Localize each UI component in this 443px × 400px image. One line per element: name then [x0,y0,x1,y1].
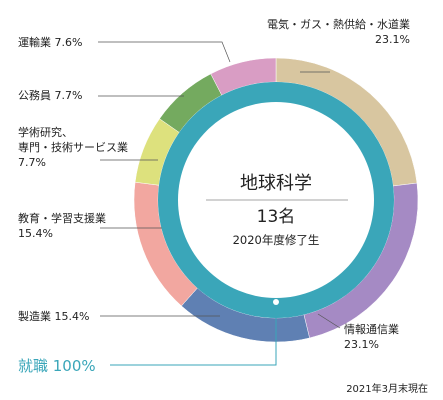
slice-label-0: 23.1% [375,33,410,46]
leader-line-1 [317,313,341,329]
slice-label-1: 情報通信業 [344,323,399,336]
slice-label-0: 電気・ガス・熱供給・水道業 [267,17,410,31]
inner-ring-leader-dot [273,299,279,305]
leader-lines [98,41,341,366]
center-count: 13名 [257,207,296,227]
slice-label-3: 15.4% [18,227,53,240]
slice-label-5: 公務員 7.7% [18,88,82,102]
inner-ring-leader [110,302,277,366]
inner-ring-label: 就職 100% [18,357,96,375]
slice-label-4: 学術研究、 [18,125,73,139]
slice-label-4: 7.7% [18,156,46,169]
center-year: 2020年度修了生 [233,233,320,247]
center-title: 地球科学 [240,173,312,194]
as-of-note: 2021年3月末現在 [346,382,428,395]
slice-label-6: 運輸業 7.6% [18,35,82,49]
slice-labels: 電気・ガス・熱供給・水道業 23.1% 情報通信業 23.1% 製造業 15.4% 教育・… [18,17,410,351]
slice-label-2: 製造業 15.4% [18,309,89,323]
slice-label-3: 教育・学習支援業 [18,211,106,225]
slice-label-4: 専門・技術サービス業 [18,141,128,154]
leader-line-6 [98,41,231,63]
slice-label-1: 23.1% [344,338,379,351]
